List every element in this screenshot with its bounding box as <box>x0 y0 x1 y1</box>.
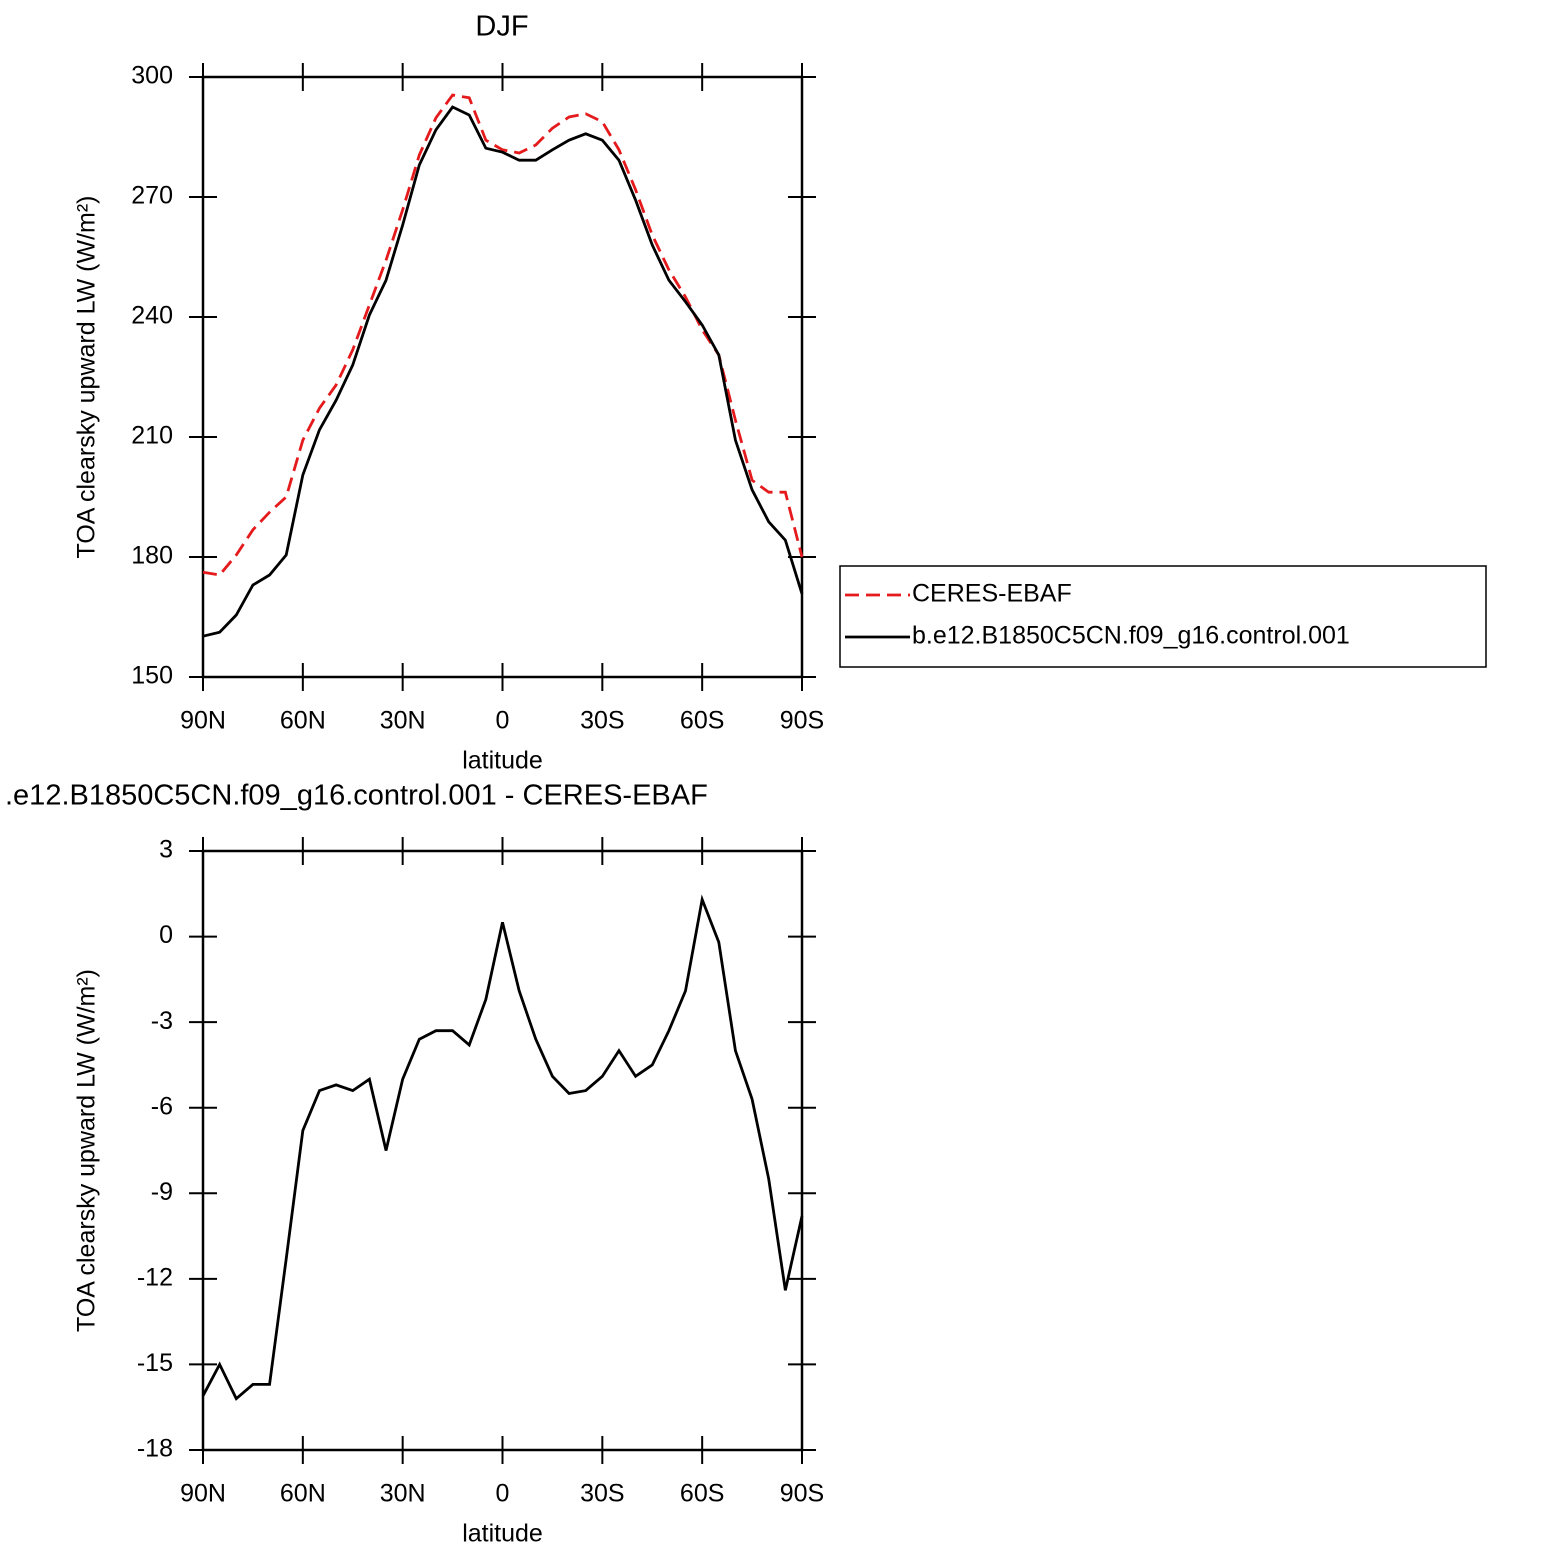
x-tick-label: 30S <box>580 707 624 735</box>
plot-frame <box>201 75 804 679</box>
data-line <box>202 93 804 577</box>
y-tick-label: 150 <box>131 662 173 690</box>
y-axis-label: TOA clearsky upward LW (W/m²) <box>73 969 101 1332</box>
y-tick-label: -18 <box>137 1435 173 1463</box>
x-tick-label: 60S <box>680 1480 724 1508</box>
x-axis-label: latitude <box>462 1520 543 1548</box>
y-tick-label: 0 <box>159 921 173 949</box>
chart-title: .e12.B1850C5CN.f09_g16.control.001 - CER… <box>5 780 708 812</box>
x-tick-label: 30S <box>580 1480 624 1508</box>
x-tick-label: 60S <box>680 707 724 735</box>
y-tick-label: -9 <box>151 1178 173 1206</box>
x-tick-label: 60N <box>280 707 326 735</box>
y-tick-label: -3 <box>151 1007 173 1035</box>
data-line <box>202 105 804 638</box>
x-tick-label: 60N <box>280 1480 326 1508</box>
x-tick-label: 90S <box>780 1480 824 1508</box>
y-tick-label: -6 <box>151 1092 173 1120</box>
chart-title: DJF <box>475 11 528 43</box>
y-tick-label: 240 <box>131 302 173 330</box>
legend-label: CERES-EBAF <box>912 580 1072 608</box>
x-tick-label: 90S <box>780 707 824 735</box>
x-tick-label: 90N <box>180 707 226 735</box>
y-tick-label: 3 <box>159 836 173 864</box>
y-tick-label: -15 <box>137 1349 173 1377</box>
x-tick-label: 0 <box>496 707 510 735</box>
data-line <box>201 894 804 1401</box>
y-tick-label: 210 <box>131 422 173 450</box>
legend-label: b.e12.B1850C5CN.f09_g16.control.001 <box>912 622 1350 650</box>
x-tick-label: 0 <box>496 1480 510 1508</box>
x-axis-label: latitude <box>462 747 543 775</box>
legend-box <box>839 565 1487 668</box>
x-tick-label: 30N <box>380 707 426 735</box>
y-tick-label: 300 <box>131 62 173 90</box>
y-tick-label: 270 <box>131 182 173 210</box>
y-axis-label: TOA clearsky upward LW (W/m²) <box>73 195 101 558</box>
y-tick-label: 180 <box>131 542 173 570</box>
x-tick-label: 30N <box>380 1480 426 1508</box>
x-tick-label: 90N <box>180 1480 226 1508</box>
y-tick-label: -12 <box>137 1263 173 1291</box>
plot-frame <box>201 849 804 1452</box>
